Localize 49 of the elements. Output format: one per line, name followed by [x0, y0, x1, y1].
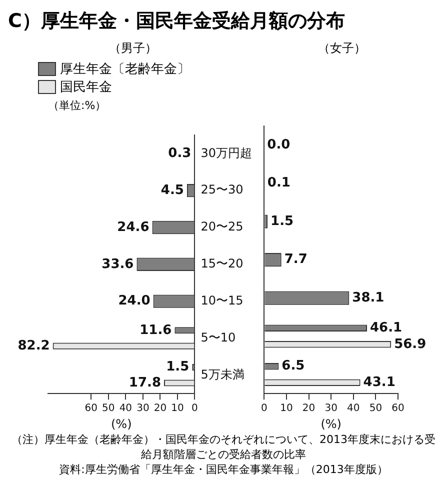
data-label: 7.7: [284, 252, 308, 268]
y-tick-label: 15〜20: [200, 256, 244, 271]
x-tick-label: 60: [392, 403, 404, 414]
text: 資料:厚生労働省「厚生年金・国民年金事業年報」（2013年度版）: [58, 462, 389, 477]
data-label: 4.5: [160, 182, 184, 198]
data-label: 0.0: [267, 137, 290, 152]
data-label: 43.1: [363, 374, 396, 390]
data-label: 11.6: [140, 322, 172, 338]
x-tick-label: 40: [119, 403, 132, 414]
y-tick-label: 10〜15: [200, 293, 244, 308]
x-tick-label: 30: [324, 403, 338, 414]
data-label: 6.5: [282, 358, 305, 374]
data-label: 24.0: [118, 294, 150, 309]
data-label: 56.9: [394, 336, 426, 352]
legend-label: 国民年金: [60, 79, 112, 96]
data-label: 24.6: [117, 220, 150, 235]
text: （単位:%）: [48, 98, 106, 113]
data-label: 82.2: [18, 338, 50, 354]
chart-subtitle: （女子）: [317, 40, 367, 57]
x-axis-title: (%): [320, 416, 342, 431]
data-label: 17.8: [128, 375, 162, 390]
data-label: 1.5: [166, 360, 190, 375]
x-tick-label: 10: [171, 403, 184, 414]
y-tick-label: 5〜10: [200, 330, 236, 344]
y-tick-label: 20〜25: [200, 220, 244, 234]
x-tick-label: 20: [154, 403, 167, 414]
y-tick-label: 30万円超: [200, 146, 252, 160]
x-axis-title: (%): [110, 416, 132, 431]
x-tick-label: 50: [369, 403, 382, 414]
data-label: 0.1: [267, 176, 290, 191]
text: （注）厚生年金（老齢年金）・国民年金のそれぞれについて、2013年度末における受給月額階層ごとの受給者数の比率: [10, 432, 436, 462]
legend-label: 厚生年金〔老齢年金〕: [60, 61, 190, 78]
data-label: 1.5: [270, 214, 294, 229]
x-tick-label: 0: [192, 403, 198, 414]
data-label: 33.6: [102, 256, 134, 272]
x-tick-label: 10: [280, 403, 293, 414]
data-label: 46.1: [370, 320, 402, 336]
x-tick-label: 40: [347, 403, 360, 414]
y-tick-label: 5万未満: [200, 367, 244, 382]
x-tick-label: 60: [84, 403, 98, 414]
y-tick-label: 25〜30: [200, 182, 244, 197]
x-tick-label: 0: [260, 403, 268, 414]
data-label: 0.3: [168, 146, 192, 162]
x-tick-label: 30: [136, 403, 150, 414]
x-tick-label: 50: [102, 403, 115, 414]
chart-subtitle: （男子）: [108, 40, 158, 57]
x-tick-label: 20: [302, 403, 316, 414]
data-label: 38.1: [352, 290, 384, 306]
chart-title: C）厚生年金・国民年金受給月額の分布: [8, 9, 345, 34]
